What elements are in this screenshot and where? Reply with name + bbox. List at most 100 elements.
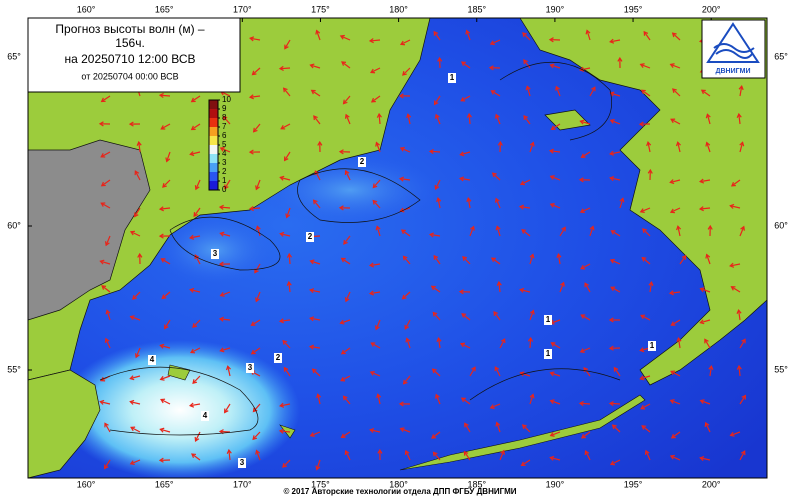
arrow-head <box>344 113 350 119</box>
arrow-head <box>248 206 254 212</box>
arrow-head <box>402 255 408 261</box>
arrow-head <box>129 399 135 405</box>
arrow <box>498 281 501 293</box>
arrow-head <box>315 29 321 35</box>
arrow-head <box>248 94 254 100</box>
arrow <box>369 39 381 42</box>
arrow <box>670 370 681 377</box>
arrow-head <box>520 461 526 467</box>
arrow <box>340 35 351 41</box>
arrow <box>432 312 441 321</box>
colorbar-label: 1 <box>222 176 227 185</box>
arrow <box>495 198 501 209</box>
arrow <box>461 313 471 321</box>
arrow-head <box>248 149 254 155</box>
arrow <box>132 291 141 300</box>
arrow-head <box>549 175 555 180</box>
arrow <box>738 365 741 377</box>
arrow-head <box>495 225 501 231</box>
arrow <box>194 431 201 442</box>
arrow-head <box>462 256 467 261</box>
arrow <box>437 338 441 349</box>
colorbar-label: 5 <box>222 140 227 149</box>
arrow <box>310 431 321 437</box>
arrow <box>343 235 351 245</box>
arrow-head <box>736 364 742 370</box>
arrow-head <box>704 338 709 344</box>
arrow-head <box>619 197 625 203</box>
arrow-head <box>437 56 443 62</box>
colorbar-swatch <box>209 145 218 154</box>
arrow <box>522 424 531 433</box>
arrow <box>430 233 441 237</box>
arrow <box>490 403 501 409</box>
arrow-head <box>134 212 139 218</box>
lon-label: 190° <box>546 479 565 489</box>
arrow-head <box>250 321 256 326</box>
arrow <box>370 429 381 433</box>
arrow-head <box>519 180 526 186</box>
arrow-head <box>375 141 380 147</box>
arrow-head <box>434 184 440 190</box>
arrow <box>705 422 711 433</box>
arrow <box>461 61 471 69</box>
arrow <box>496 226 501 237</box>
arrow <box>609 402 621 405</box>
lon-label: 160° <box>77 479 96 489</box>
arrow <box>679 255 687 265</box>
arrow-head <box>699 456 705 462</box>
arrow-head <box>134 353 140 359</box>
arrow-head <box>428 148 434 155</box>
arrow-head <box>580 264 586 270</box>
arrow-head <box>521 424 527 430</box>
arrow-head <box>279 231 285 237</box>
arrow-head <box>646 141 652 147</box>
arrow <box>135 347 141 358</box>
title-line: от 20250704 00:00 ВСВ <box>81 71 178 81</box>
arrow <box>495 114 501 125</box>
colorbar-swatch <box>209 118 218 127</box>
arrow-head <box>406 113 412 119</box>
arrow-head <box>224 184 229 190</box>
arrow <box>466 30 471 41</box>
colorbar-label: 9 <box>222 104 227 113</box>
arrow-head <box>101 285 107 290</box>
contour <box>169 216 281 271</box>
contour <box>499 61 612 141</box>
arrow-head <box>550 125 556 130</box>
contour-label: 1 <box>546 349 551 358</box>
arrow <box>580 207 591 213</box>
arrow-head <box>369 427 375 434</box>
arrow-head <box>255 449 261 455</box>
logo-waves <box>713 43 755 59</box>
arrow-head <box>104 464 109 470</box>
arrow-head <box>549 399 555 405</box>
arrow-head <box>459 342 466 348</box>
arrow <box>101 95 111 102</box>
arrow-head <box>738 84 744 91</box>
arrow-head <box>342 99 348 105</box>
arrow-head <box>340 376 346 382</box>
colorbar-swatch <box>209 163 218 172</box>
arrow <box>671 319 681 326</box>
arrow <box>284 39 291 49</box>
title-line: на 20250710 12:00 ВСВ <box>65 52 196 66</box>
arrow <box>520 372 531 377</box>
arrow-head <box>579 208 585 214</box>
arrow-head <box>309 63 315 69</box>
arrow-head <box>105 309 111 315</box>
arrow-head <box>344 297 350 303</box>
arrow <box>645 450 651 461</box>
arrow-head <box>741 338 746 344</box>
arrow <box>341 257 351 265</box>
arrow-head <box>670 118 676 124</box>
arrow <box>224 179 231 189</box>
colorbar-label: 0 <box>222 185 227 194</box>
arrow <box>738 310 741 321</box>
arrow <box>677 142 681 153</box>
arrow-head <box>521 229 527 234</box>
arrow <box>611 230 621 237</box>
arrow-head <box>341 61 347 66</box>
arrow <box>100 260 111 265</box>
arrow <box>610 92 621 97</box>
